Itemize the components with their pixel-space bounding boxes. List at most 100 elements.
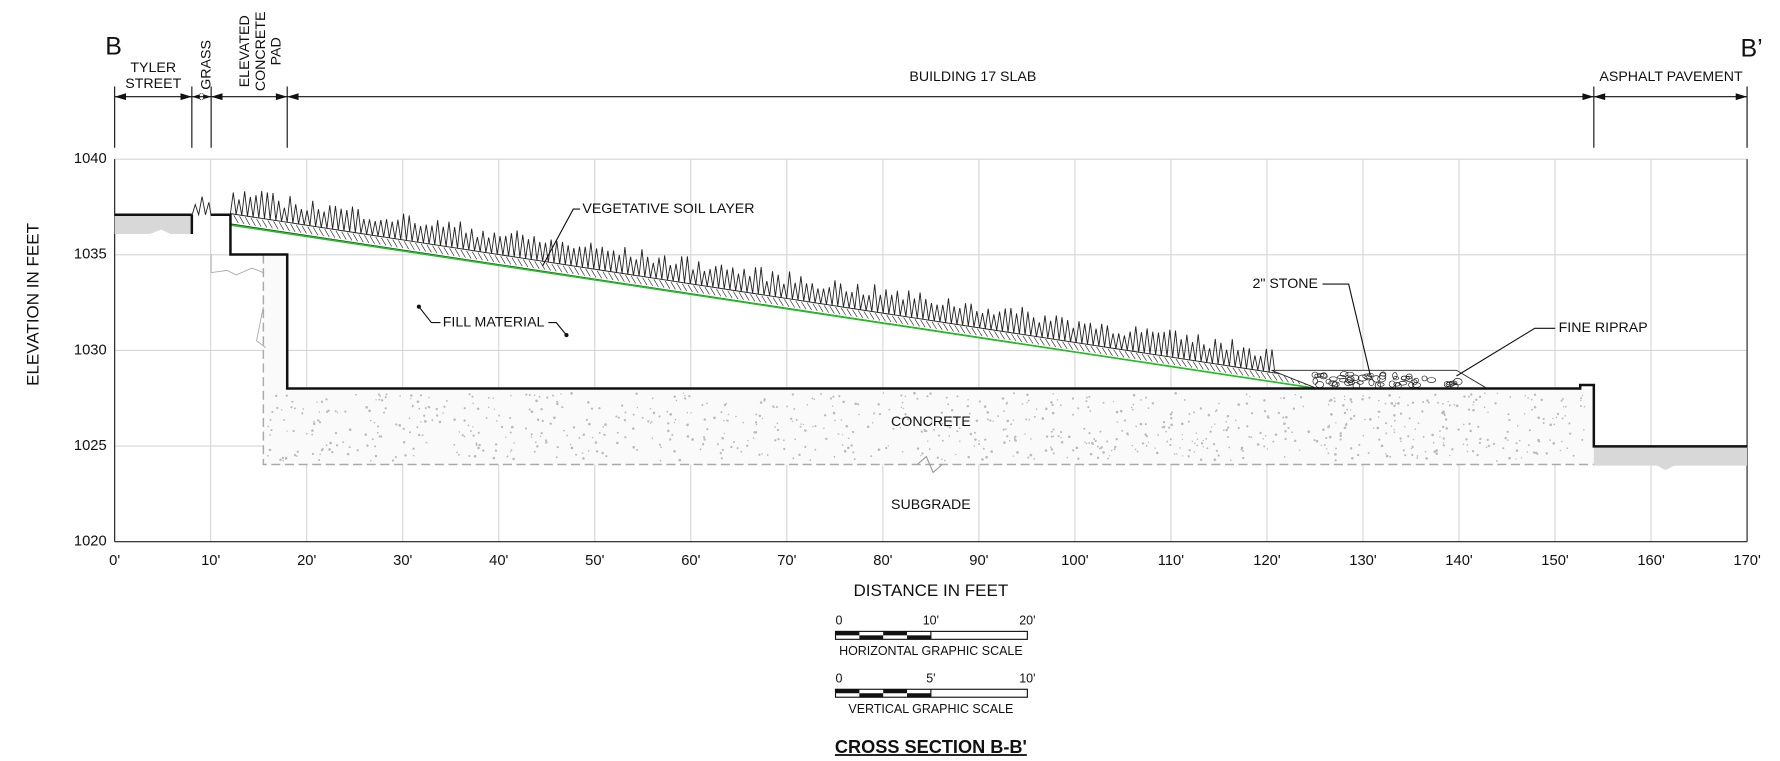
aggregate-speck (1130, 406, 1133, 409)
aggregate-speck (722, 419, 725, 422)
aggregate-speck (794, 438, 797, 441)
aggregate-speck (1157, 433, 1160, 436)
aggregate-speck (344, 410, 347, 413)
aggregate-speck (1364, 418, 1366, 421)
aggregate-speck (275, 394, 278, 397)
aggregate-speck (545, 441, 548, 444)
aggregate-speck (331, 451, 334, 454)
soil-hatch (267, 220, 273, 229)
aggregate-speck (493, 408, 496, 410)
aggregate-speck (1478, 441, 1481, 444)
aggregate-speck (267, 454, 269, 457)
aggregate-speck (877, 448, 881, 452)
aggregate-speck (1334, 453, 1337, 456)
aggregate-speck (1377, 399, 1380, 402)
aggregate-speck (549, 422, 552, 425)
stone (1339, 377, 1348, 383)
aggregate-speck (1107, 457, 1109, 460)
y-tick-label: 1020 (74, 534, 107, 550)
aggregate-speck (1012, 455, 1015, 457)
soil-hatch (437, 246, 444, 255)
aggregate-speck (632, 445, 636, 449)
aggregate-speck (831, 405, 834, 407)
aggregate-speck (721, 436, 724, 440)
soil-hatch (761, 295, 767, 304)
aggregate-speck (1472, 401, 1475, 404)
aggregate-speck (1466, 443, 1469, 446)
aggregate-speck (468, 455, 471, 458)
soil-hatch (1187, 360, 1193, 368)
x-tick-label: 130' (1349, 553, 1377, 569)
aggregate-speck (1476, 453, 1479, 457)
aggregate-speck (804, 429, 807, 432)
aggregate-speck (302, 408, 305, 410)
segment-label: PAD (269, 37, 285, 65)
aggregate-speck (920, 455, 922, 457)
aggregate-speck (1126, 433, 1129, 436)
aggregate-speck (752, 437, 755, 440)
soil-hatch (784, 299, 790, 307)
aggregate-speck (1113, 445, 1117, 449)
aggregate-speck (500, 425, 504, 429)
aggregate-speck (1119, 409, 1123, 413)
break-mark (916, 455, 943, 474)
aggregate-speck (959, 440, 961, 442)
aggregate-speck (1533, 406, 1537, 409)
aggregate-speck (530, 436, 533, 438)
aggregate-speck (916, 397, 919, 400)
aggregate-speck (461, 434, 464, 437)
aggregate-speck (1229, 459, 1232, 461)
aggregate-speck (1262, 438, 1265, 440)
aggregate-speck (1206, 447, 1209, 450)
aggregate-speck (605, 455, 608, 458)
aggregate-speck (1187, 455, 1190, 458)
aggregate-speck (1444, 418, 1448, 421)
aggregate-speck (1027, 399, 1030, 402)
aggregate-speck (1263, 409, 1267, 413)
aggregate-speck (1225, 420, 1227, 423)
aggregate-speck (419, 394, 423, 397)
aggregate-speck (1026, 393, 1029, 397)
soil-hatch (755, 294, 761, 303)
aggregate-speck (312, 422, 316, 426)
aggregate-speck (978, 440, 980, 442)
aggregate-speck (841, 444, 844, 446)
aggregate-speck (1307, 430, 1311, 434)
aggregate-speck (1027, 456, 1030, 459)
x-tick-label: 90' (969, 553, 988, 569)
aggregate-speck (356, 449, 359, 452)
soil-hatch (659, 280, 665, 288)
soil-hatch (1084, 344, 1091, 353)
aggregate-speck (325, 444, 328, 447)
aggregate-speck (649, 407, 652, 410)
aggregate-speck (525, 393, 528, 396)
aggregate-speck (544, 439, 548, 442)
y-axis-title: ELEVATION IN FEET (24, 223, 43, 386)
aggregate-speck (472, 426, 474, 428)
aggregate-speck (1085, 396, 1088, 399)
aggregate-speck (1368, 396, 1371, 399)
aggregate-speck (510, 394, 512, 397)
aggregate-speck (1176, 453, 1178, 455)
aggregate-speck (475, 443, 478, 447)
y-tick-label: 1030 (74, 342, 107, 358)
aggregate-speck (1250, 412, 1254, 415)
aggregate-speck (686, 435, 690, 438)
street-fill (114, 215, 192, 235)
aggregate-speck (690, 412, 692, 414)
soil-hatch (948, 324, 954, 332)
aggregate-speck (686, 423, 689, 427)
x-tick-label: 50' (585, 553, 604, 569)
aggregate-speck (747, 439, 749, 442)
aggregate-speck (703, 418, 706, 421)
aggregate-speck (820, 393, 822, 395)
y-tick-label: 1035 (74, 247, 107, 263)
x-tick-label: 140' (1445, 553, 1473, 569)
aggregate-speck (293, 453, 297, 457)
aggregate-speck (320, 400, 324, 403)
aggregate-speck (555, 456, 558, 459)
aggregate-speck (949, 420, 953, 423)
aggregate-speck (412, 447, 415, 450)
aggregate-speck (475, 442, 478, 445)
aggregate-speck (348, 446, 351, 449)
